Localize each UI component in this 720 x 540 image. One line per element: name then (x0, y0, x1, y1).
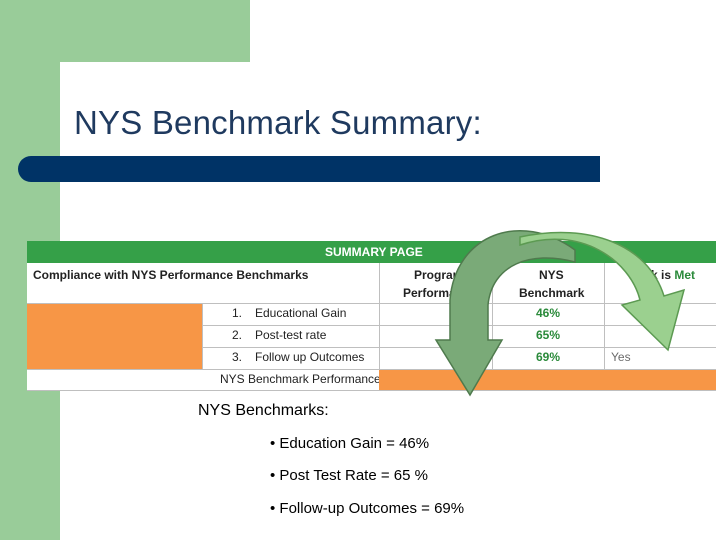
decorative-top-block (60, 0, 250, 62)
summary-table: SUMMARY PAGE Compliance with NYS Perform… (27, 241, 716, 391)
col-program-label-2: Performa (403, 286, 456, 300)
row-3-label: Follow up Outcomes (255, 350, 365, 364)
row-1-benchmark: 46% (536, 306, 561, 320)
benchmark-item-education-gain: • Education Gain = 46% (270, 435, 430, 452)
gridline-h3 (202, 347, 716, 348)
gridline-h2 (202, 325, 716, 326)
col-nys-label-2: Benchmark (519, 286, 585, 300)
col-program-label: Program (414, 268, 464, 282)
table-header-bar: SUMMARY PAGE (192, 241, 716, 263)
rows-left-orange-fill (27, 303, 202, 369)
col-met-prefix: mark is (629, 268, 675, 282)
row-2-label: Post-test rate (255, 328, 327, 342)
benchmarks-heading: NYS Benchmarks: (198, 402, 329, 419)
row-1-number: 1. (232, 306, 243, 320)
footer-label: NYS Benchmark Performance (220, 372, 381, 386)
footer-orange-fill (379, 369, 716, 391)
compliance-label: Compliance with NYS Performance Benchmar… (33, 268, 309, 282)
row-3-met-value: Yes (611, 350, 631, 364)
row-3-benchmark: 69% (536, 350, 561, 364)
table-column-header-row: Compliance with NYS Performance Benchmar… (27, 263, 716, 303)
col-met-label: mark is Met (629, 268, 695, 282)
row-3-program-value: 87.0% (453, 350, 488, 364)
table-header-left-fill (27, 241, 192, 263)
table-header-title: SUMMARY PAGE (325, 245, 423, 259)
row-1-label: Educational Gain (255, 306, 347, 320)
gridline-v3 (492, 263, 493, 369)
benchmark-item-follow-up-outcomes: • Follow-up Outcomes = 69% (270, 500, 465, 517)
title-underline-bar (18, 156, 600, 182)
slide-title: NYS Benchmark Summary: (74, 104, 482, 141)
gridline-h4 (27, 369, 716, 370)
col-nys-label: NYS (539, 268, 564, 282)
row-2-benchmark: 65% (536, 328, 561, 342)
gridline-v4 (604, 263, 605, 369)
row-3-number: 3. (232, 350, 243, 364)
gridline-h1 (27, 303, 716, 304)
gridline-bottom (27, 390, 716, 391)
row-2-number: 2. (232, 328, 243, 342)
gridline-v2 (379, 263, 380, 369)
col-met-word: Met (674, 268, 696, 282)
gridline-v1 (202, 303, 203, 369)
benchmark-item-post-test-rate: • Post Test Rate = 65 % (270, 467, 428, 484)
